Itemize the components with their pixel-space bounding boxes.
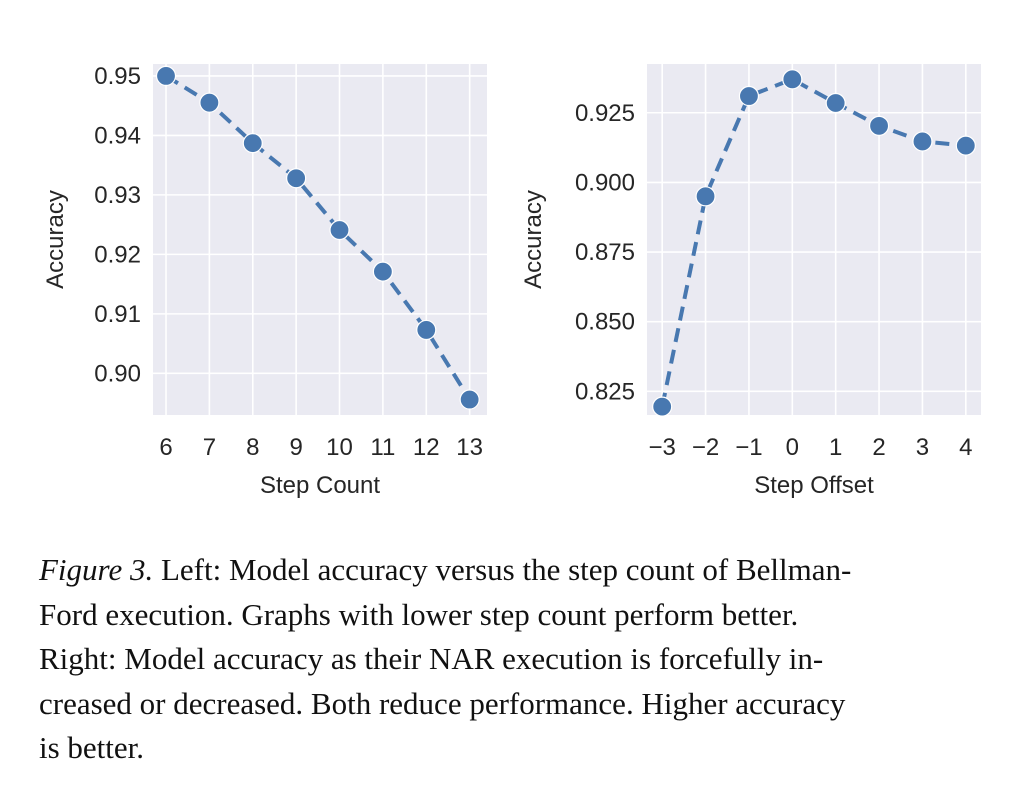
y-tick-label: 0.90	[94, 360, 141, 387]
x-tick-label: −3	[648, 434, 675, 461]
data-point	[155, 65, 177, 86]
x-axis-label: Step Count	[260, 472, 380, 499]
y-tick-label: 0.850	[575, 309, 635, 336]
data-point	[199, 92, 220, 113]
figure-charts: 6 7 8 9 10 11 12 130.900.910.920.930.940.95Step…	[42, 63, 981, 499]
caption-line-2: Ford execution. Graphs with lower step c…	[39, 596, 799, 632]
series-line	[164, 74, 472, 401]
x-tick-label: 13	[456, 434, 483, 461]
y-tick-label: 0.94	[94, 122, 141, 149]
chart-left: 6 7 8 9 10 11 12 13 0.90 0.91 0.92 0.93 0.94 0.95 Step…	[42, 63, 487, 499]
plot-area	[647, 64, 981, 415]
x-tick-label: 0	[786, 434, 799, 461]
data-point	[695, 186, 716, 207]
y-tick-label: 0.825	[575, 378, 635, 405]
data-point	[825, 92, 846, 114]
data-point	[329, 219, 350, 241]
x-tick-label: 12	[413, 434, 440, 461]
x-tick-label: 8	[246, 434, 259, 461]
y-tick-label: 0.875	[575, 239, 635, 266]
x-tick-label: −2	[692, 434, 719, 461]
data-point	[416, 319, 437, 341]
x-tick-label: 4	[959, 434, 972, 461]
y-tick-label: 0.92	[94, 241, 141, 268]
figure-caption: Figure 3. Left: Model accuracy versus th…	[39, 548, 989, 771]
caption-line-4: creased or decreased. Both reduce perfor…	[39, 685, 846, 721]
y-tick-label: 0.91	[94, 301, 141, 328]
y-tick-label: 0.95	[94, 63, 141, 90]
data-point	[242, 133, 263, 154]
data-point	[652, 396, 673, 417]
data-point	[868, 115, 890, 136]
y-tick-label: 0.900	[575, 169, 635, 196]
caption-line-5: is better.	[39, 730, 145, 765]
x-tick-label: 10	[326, 434, 353, 461]
caption-figure-label: Figure 3.	[39, 552, 154, 587]
data-point	[912, 131, 933, 152]
x-tick-label: 1	[829, 434, 842, 461]
plot-area	[153, 64, 487, 415]
y-axis-label: Accuracy	[520, 190, 547, 289]
chart-right: −3 −2 −1 0 1 2 3 4 0.825 0.850 0.875 0.900 0.925 Step…	[520, 64, 981, 499]
data-point	[459, 389, 480, 410]
x-tick-label: 3	[916, 434, 929, 461]
data-point	[782, 69, 803, 90]
data-point	[738, 85, 760, 107]
y-axis-label: Accuracy	[42, 190, 69, 289]
data-point	[372, 261, 393, 282]
caption-line-3: Right: Model accuracy as their NAR execu…	[39, 641, 824, 676]
data-point	[286, 168, 307, 189]
y-tick-label: 0.93	[94, 182, 141, 209]
x-tick-label: 6	[159, 434, 172, 461]
x-tick-label: 11	[370, 434, 395, 461]
x-tick-label: −1	[735, 434, 762, 461]
y-tick-label: 0.925	[575, 100, 635, 127]
x-tick-label: 9	[289, 434, 302, 461]
x-axis-label: Step Offset	[754, 472, 874, 499]
x-tick-label: 7	[203, 434, 216, 461]
x-tick-label: 2	[872, 434, 885, 461]
caption-line-1: Left: Model accuracy versus the step cou…	[153, 552, 852, 587]
data-point	[955, 135, 976, 156]
